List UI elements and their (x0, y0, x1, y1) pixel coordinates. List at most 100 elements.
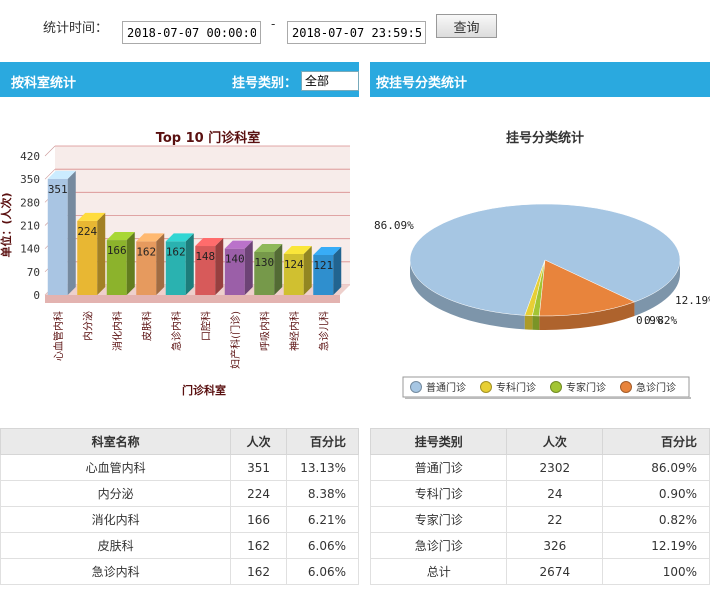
pie-slice (409, 203, 681, 316)
dept-cell: 6.06% (286, 558, 359, 585)
table-row: 消化内科 166 6.21% (0, 506, 359, 533)
legend-label: 专科门诊 (496, 381, 536, 394)
bar (106, 232, 135, 295)
pie-legend: 普通门诊 专科门诊 专家门诊 急诊门诊 (402, 376, 691, 399)
dept-cell: 166 (230, 506, 288, 533)
reg-type-label: 挂号类别： (232, 76, 298, 91)
table-row: 普通门诊 2302 86.09% (369, 454, 710, 481)
type-cell: 普通门诊 (369, 454, 508, 481)
bar-data-label: 224 (77, 225, 97, 238)
bar-front (136, 241, 157, 295)
bar-data-label: 121 (313, 259, 333, 272)
bar-top (254, 243, 283, 252)
bar-data-label: 162 (166, 245, 186, 258)
legend-swatch (550, 381, 562, 393)
bar-front (165, 241, 186, 295)
pie-percent-label: 0.82% (644, 314, 677, 327)
bar (224, 240, 253, 295)
y-tick-label: 0 (33, 289, 40, 302)
dept-header-cell: 科室名称 (0, 428, 232, 455)
legend-shadow (405, 397, 691, 399)
bar-top (313, 246, 342, 255)
bar-top (47, 170, 76, 179)
query-button[interactable]: 查询 (436, 14, 497, 38)
bar-top (106, 232, 135, 241)
legend-swatch (410, 381, 422, 393)
dept-stats-header: 按科室统计 挂号类别： 全部 (0, 62, 359, 97)
bar-front (283, 253, 304, 295)
type-cell: 专家门诊 (369, 506, 508, 533)
dept-cell: 351 (230, 454, 288, 481)
table-row: 内分泌 224 8.38% (0, 480, 359, 507)
type-cell: 326 (506, 532, 604, 559)
x-tick-label: 口腔科 (199, 311, 212, 341)
bar (313, 246, 342, 295)
table-row: 总计 2674 100% (369, 558, 710, 585)
bar (165, 233, 194, 295)
bar-top (77, 212, 106, 221)
x-tick-label: 心血管内科 (52, 311, 65, 361)
filter-bar: 统计时间： - 查询 (0, 0, 710, 60)
bar-top (165, 233, 194, 242)
range-dash: - (271, 17, 276, 31)
dept-cell: 皮肤科 (0, 532, 232, 559)
bar-data-label: 124 (284, 258, 304, 271)
type-stats-header: 按挂号分类统计 (370, 62, 710, 97)
bar (47, 170, 76, 295)
type-cell: 24 (506, 480, 604, 507)
table-row: 急诊门诊 326 12.19% (369, 532, 710, 559)
table-row: 专家门诊 22 0.82% (369, 506, 710, 533)
pie-slice-side (524, 315, 533, 330)
dept-cell: 162 (230, 532, 288, 559)
type-cell: 总计 (369, 558, 508, 585)
start-time-input[interactable] (122, 21, 261, 44)
dept-cell: 13.13% (286, 454, 359, 481)
bar-side (185, 233, 194, 295)
x-tick-label: 急诊内科 (170, 311, 183, 351)
type-cell: 0.90% (602, 480, 710, 507)
y-tick-label: 140 (20, 243, 40, 256)
dept-cell: 6.06% (286, 532, 359, 559)
bar-side (274, 243, 283, 295)
bar-top (283, 245, 312, 254)
x-tick-label: 内分泌 (81, 311, 94, 341)
type-cell: 专科门诊 (369, 480, 508, 507)
type-cell: 12.19% (602, 532, 710, 559)
type-cell: 2674 (506, 558, 604, 585)
x-tick-label: 皮肤科 (140, 311, 153, 341)
end-time-input[interactable] (287, 21, 426, 44)
bar-data-label: 130 (254, 256, 274, 269)
table-row: 专科门诊 24 0.90% (369, 480, 710, 507)
dept-cell: 内分泌 (0, 480, 232, 507)
bar-front (313, 254, 334, 295)
type-cell: 86.09% (602, 454, 710, 481)
legend-label: 普通门诊 (426, 381, 466, 394)
dept-table: 科室名称 人次 百分比 心血管内科 351 13.13% 内分泌 224 8.38% 消化内科 1… (0, 428, 359, 585)
dept-cell: 急诊内科 (0, 558, 232, 585)
bar-front (47, 178, 68, 295)
table-row: 心血管内科 351 13.13% (0, 454, 359, 481)
x-tick-label: 急诊儿科 (317, 311, 330, 351)
pie-slice (539, 259, 636, 317)
bar-front (224, 248, 245, 295)
y-tick-label: 70 (27, 266, 40, 279)
type-cell: 22 (506, 506, 604, 533)
bar-side (244, 240, 253, 295)
y-tick-label: 350 (20, 173, 40, 186)
bar-side (156, 233, 165, 295)
dept-cell: 消化内科 (0, 506, 232, 533)
type-cell: 急诊门诊 (369, 532, 508, 559)
bar-data-label: 166 (107, 244, 127, 257)
y-tick-label: 210 (20, 220, 40, 233)
bar-side (215, 238, 224, 295)
bar-front (106, 240, 127, 295)
pie-percent-label: 86.09% (374, 219, 414, 232)
bar-chart: Top 10 门诊科室 0 70 140 210 280 350 420 单位：(人次) 351 心… (0, 130, 350, 397)
bar (254, 243, 283, 295)
reg-type-select[interactable]: 全部 (301, 71, 359, 91)
dept-cell: 162 (230, 558, 288, 585)
bar-data-label: 148 (195, 250, 215, 263)
type-stats-title: 按挂号分类统计 (376, 76, 468, 91)
bar-top (195, 238, 224, 247)
bar (283, 245, 312, 295)
